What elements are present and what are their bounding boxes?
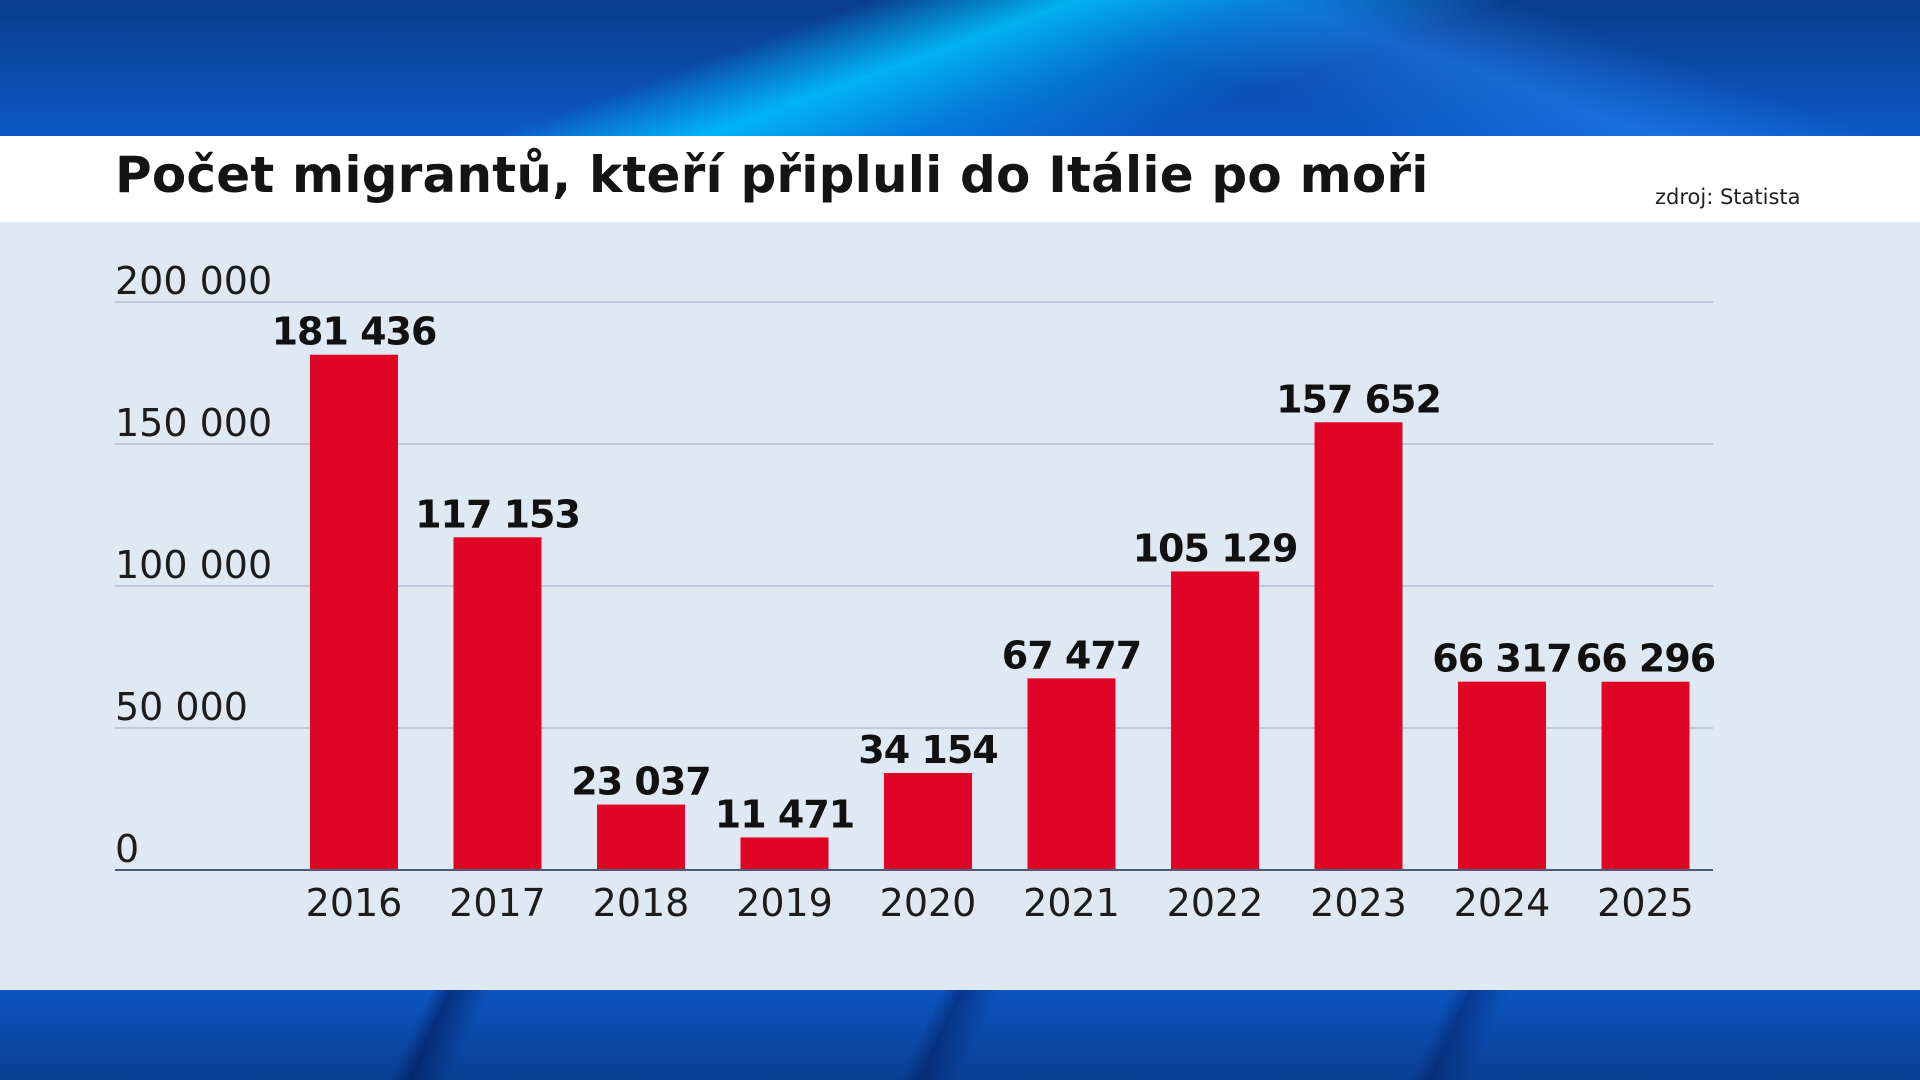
data-label: 67 477 <box>1002 633 1141 677</box>
bars <box>310 354 1690 870</box>
data-label: 181 436 <box>272 310 437 354</box>
y-tick-label: 200 000 <box>115 259 272 303</box>
y-tick-label: 150 000 <box>115 401 272 445</box>
x-tick-label: 2018 <box>593 881 690 925</box>
data-label: 34 154 <box>858 728 997 772</box>
bar-2020 <box>884 773 972 870</box>
background-top <box>0 0 1920 136</box>
bar-2021 <box>1027 678 1116 870</box>
chart-title: Počet migrantů, kteří připluli do Itálie… <box>115 146 1429 204</box>
data-label: 105 129 <box>1133 526 1298 570</box>
bar-2017 <box>453 537 542 870</box>
data-label: 66 296 <box>1576 637 1715 681</box>
x-tick-label: 2024 <box>1454 881 1551 925</box>
y-tick-label: 50 000 <box>115 685 248 729</box>
bar-2023 <box>1314 422 1403 870</box>
background-bottom <box>0 990 1920 1080</box>
x-tick-label: 2025 <box>1597 881 1694 925</box>
bar-2018 <box>597 804 685 870</box>
data-label: 157 652 <box>1276 377 1441 421</box>
source-label: zdroj: Statista <box>1655 185 1801 209</box>
x-tick-label: 2022 <box>1167 881 1264 925</box>
y-axis-labels: 0 50 000 100 000 150 000 200 000 <box>115 259 272 871</box>
data-label: 23 037 <box>571 760 710 804</box>
x-tick-label: 2020 <box>880 881 977 925</box>
data-label: 117 153 <box>415 492 580 536</box>
x-tick-label: 2016 <box>306 881 403 925</box>
bar-2025 <box>1601 681 1690 870</box>
x-axis-labels: 2016 2017 2018 2019 2020 2021 2022 2023 2024 2025 <box>306 881 1694 925</box>
x-tick-label: 2019 <box>736 881 833 925</box>
bar-2024 <box>1458 681 1546 870</box>
y-tick-label: 0 <box>115 827 139 871</box>
bar-2019 <box>740 837 829 870</box>
data-label: 11 471 <box>715 792 854 836</box>
bar-2016 <box>310 354 398 870</box>
bar-2022 <box>1171 571 1259 870</box>
y-tick-label: 100 000 <box>115 543 272 587</box>
x-tick-label: 2017 <box>449 881 546 925</box>
x-tick-label: 2021 <box>1023 881 1120 925</box>
x-tick-label: 2023 <box>1310 881 1407 925</box>
title-bar <box>0 136 1920 222</box>
data-label: 66 317 <box>1432 637 1571 681</box>
